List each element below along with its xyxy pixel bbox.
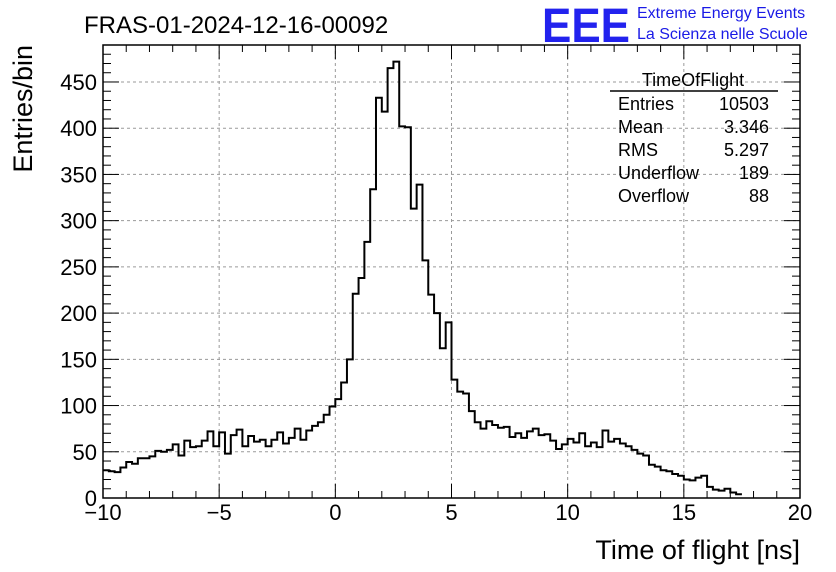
y-tick-label: 350 — [60, 162, 97, 187]
y-axis-label: Entries/bin — [8, 45, 38, 173]
y-tick-label: 250 — [60, 255, 97, 280]
stats-label: RMS — [618, 140, 658, 160]
x-axis-label: Time of flight [ns] — [595, 535, 800, 565]
y-tick-label: 150 — [60, 347, 97, 372]
x-tick-label: −5 — [207, 500, 232, 525]
stats-value: 88 — [749, 186, 769, 206]
stats-label: Mean — [618, 117, 663, 137]
logo: EEE Extreme Energy Events La Scienza nel… — [542, 0, 808, 53]
stats-value: 189 — [739, 163, 769, 183]
chart-title: FRAS-01-2024-12-16-00092 — [84, 12, 388, 39]
stats-value: 5.297 — [724, 140, 769, 160]
y-tick-label: 200 — [60, 301, 97, 326]
y-tick-labels: 0 50 100 150 200 250 300 350 400 450 — [60, 70, 97, 511]
stats-rows: Entries 10503 Mean 3.346 RMS 5.297 Underflow 18… — [618, 94, 769, 206]
x-tick-label: 5 — [445, 500, 457, 525]
x-tick-label: 20 — [788, 500, 812, 525]
stats-box-name: TimeOfFlight — [642, 70, 744, 90]
grid — [103, 45, 800, 498]
logo-mark: EEE — [542, 0, 630, 53]
axis-ticks — [102, 44, 801, 499]
logo-line-2: La Scienza nelle Scuole — [637, 26, 808, 43]
stats-label: Overflow — [618, 186, 690, 206]
stats-value: 10503 — [719, 94, 769, 114]
stats-label: Underflow — [618, 163, 700, 183]
y-tick-label: 50 — [73, 440, 97, 465]
x-tick-label: −10 — [84, 500, 121, 525]
histogram-line — [103, 60, 742, 496]
y-tick-label: 0 — [85, 486, 97, 511]
y-tick-label: 450 — [60, 70, 97, 95]
x-tick-label: 15 — [672, 500, 696, 525]
logo-line-1: Extreme Energy Events — [637, 5, 805, 22]
stats-label: Entries — [618, 94, 674, 114]
y-tick-label: 300 — [60, 209, 97, 234]
x-tick-label: 0 — [329, 500, 341, 525]
x-tick-labels: −10 −5 0 5 10 15 20 — [84, 500, 812, 525]
y-tick-label: 100 — [60, 394, 97, 419]
x-tick-label: 10 — [555, 500, 579, 525]
stats-value: 3.346 — [724, 117, 769, 137]
y-tick-label: 400 — [60, 116, 97, 141]
stats-box: TimeOfFlight Entries 10503 Mean 3.346 RMS 5.2… — [610, 70, 778, 206]
